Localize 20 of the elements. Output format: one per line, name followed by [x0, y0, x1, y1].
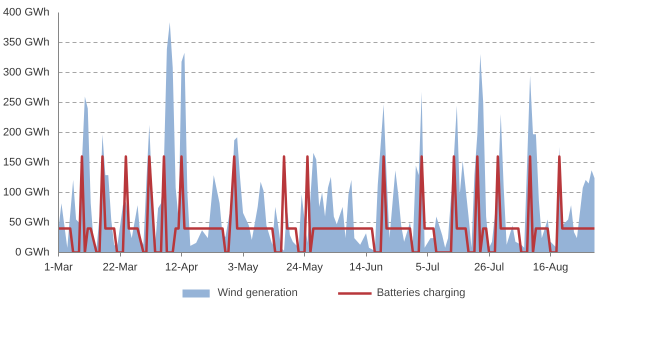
x-tick-label: 12-Apr — [165, 262, 198, 274]
y-tick-label: 150 GWh — [3, 156, 50, 168]
y-tick-label: 50 GWh — [9, 216, 50, 228]
y-tick-label: 400 GWh — [3, 6, 50, 18]
x-tick-label: 16-Aug — [532, 262, 568, 274]
y-tick-label: 100 GWh — [3, 186, 50, 198]
y-tick-label: 300 GWh — [3, 66, 50, 78]
y-tick-label: 200 GWh — [3, 126, 50, 138]
legend-label: Wind generation — [218, 287, 298, 299]
y-tick-label: 250 GWh — [3, 96, 50, 108]
y-tick-label: 350 GWh — [3, 36, 50, 48]
x-tick-label: 24-May — [286, 262, 324, 274]
x-tick-label: 5-Jul — [416, 262, 440, 274]
y-tick-label: 0 GWh — [15, 246, 50, 258]
x-tick-label: 3-May — [228, 262, 259, 274]
x-tick-label: 22-Mar — [102, 262, 138, 274]
x-tick-label: 14-Jun — [349, 262, 383, 274]
x-tick-label: 26-Jul — [474, 262, 504, 274]
x-tick-label: 1-Mar — [44, 262, 74, 274]
legend-label: Batteries charging — [376, 287, 466, 299]
